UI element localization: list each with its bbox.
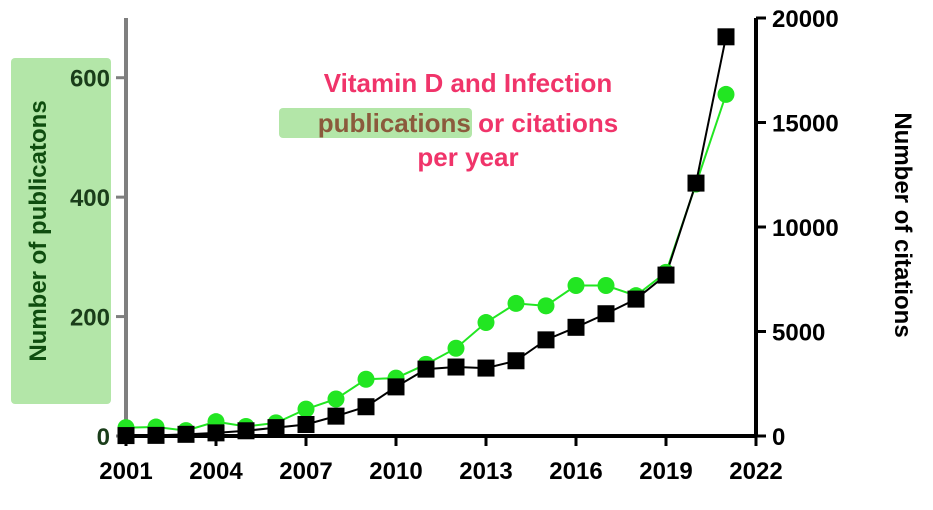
citations-point <box>597 305 615 323</box>
publications-point <box>327 390 345 408</box>
citations-point <box>387 378 405 396</box>
series-layer <box>117 28 735 445</box>
citations-point <box>357 398 375 416</box>
citations-point <box>507 352 525 370</box>
citations-point <box>627 290 645 308</box>
left-y-tick-label: 0 <box>97 424 110 451</box>
x-tick-label: 2013 <box>459 458 512 485</box>
left-axis-title: Number of publicatons <box>25 100 52 361</box>
right-y-tick-label: 5000 <box>772 320 825 347</box>
publications-point <box>597 277 615 295</box>
citations-point <box>717 28 735 46</box>
citations-point <box>237 422 255 440</box>
citations-point <box>687 174 705 192</box>
citations-point <box>417 360 435 378</box>
citations-point <box>447 358 465 376</box>
publications-point <box>537 297 555 315</box>
ticks-layer: 2001 2004 2007 2010 2013 2016 2019 2022 0 200 400 6… <box>70 6 839 485</box>
citations-point <box>177 425 195 443</box>
citations-point <box>297 416 315 434</box>
chart-title-line3: per year <box>417 142 518 172</box>
citations-point <box>147 426 165 444</box>
x-tick-label: 2004 <box>189 458 243 485</box>
citations-point <box>117 427 135 445</box>
citations-point <box>477 359 495 377</box>
title-highlight-box <box>279 108 472 138</box>
x-tick-label: 2019 <box>639 458 692 485</box>
publications-point <box>477 314 495 332</box>
chart-title-line2-rest: or citations <box>471 108 618 138</box>
left-y-tick-label: 200 <box>70 305 110 332</box>
right-y-tick-label: 0 <box>772 424 785 451</box>
left-y-tick-label: 400 <box>70 185 110 212</box>
publications-point <box>717 85 735 103</box>
citations-point <box>207 424 225 442</box>
publications-point <box>357 370 375 388</box>
citations-point <box>537 331 555 349</box>
x-tick-label: 2010 <box>369 458 422 485</box>
citations-point <box>567 318 585 336</box>
x-tick-label: 2016 <box>549 458 602 485</box>
x-tick-label: 2007 <box>279 458 332 485</box>
publications-point <box>507 294 525 312</box>
right-y-tick-label: 15000 <box>772 111 839 138</box>
right-axis-title: Number of citations <box>889 112 916 337</box>
citations-point <box>657 266 675 284</box>
left-axis-label-highlight <box>11 58 111 404</box>
chart-title-highlight-word: publications <box>318 108 471 138</box>
citations-point <box>267 419 285 437</box>
publications-point <box>297 400 315 418</box>
publications-point <box>447 339 465 357</box>
publications-point <box>567 277 585 295</box>
chart-title-line1: Vitamin D and Infection <box>324 68 612 98</box>
right-y-tick-label: 20000 <box>772 6 839 33</box>
left-y-tick-label: 600 <box>70 66 110 93</box>
citations-point <box>327 407 345 425</box>
chart-title-line2: publications or citations <box>318 108 618 138</box>
right-y-tick-label: 10000 <box>772 215 839 242</box>
x-tick-label: 2022 <box>729 458 782 485</box>
x-tick-label: 2001 <box>99 458 152 485</box>
